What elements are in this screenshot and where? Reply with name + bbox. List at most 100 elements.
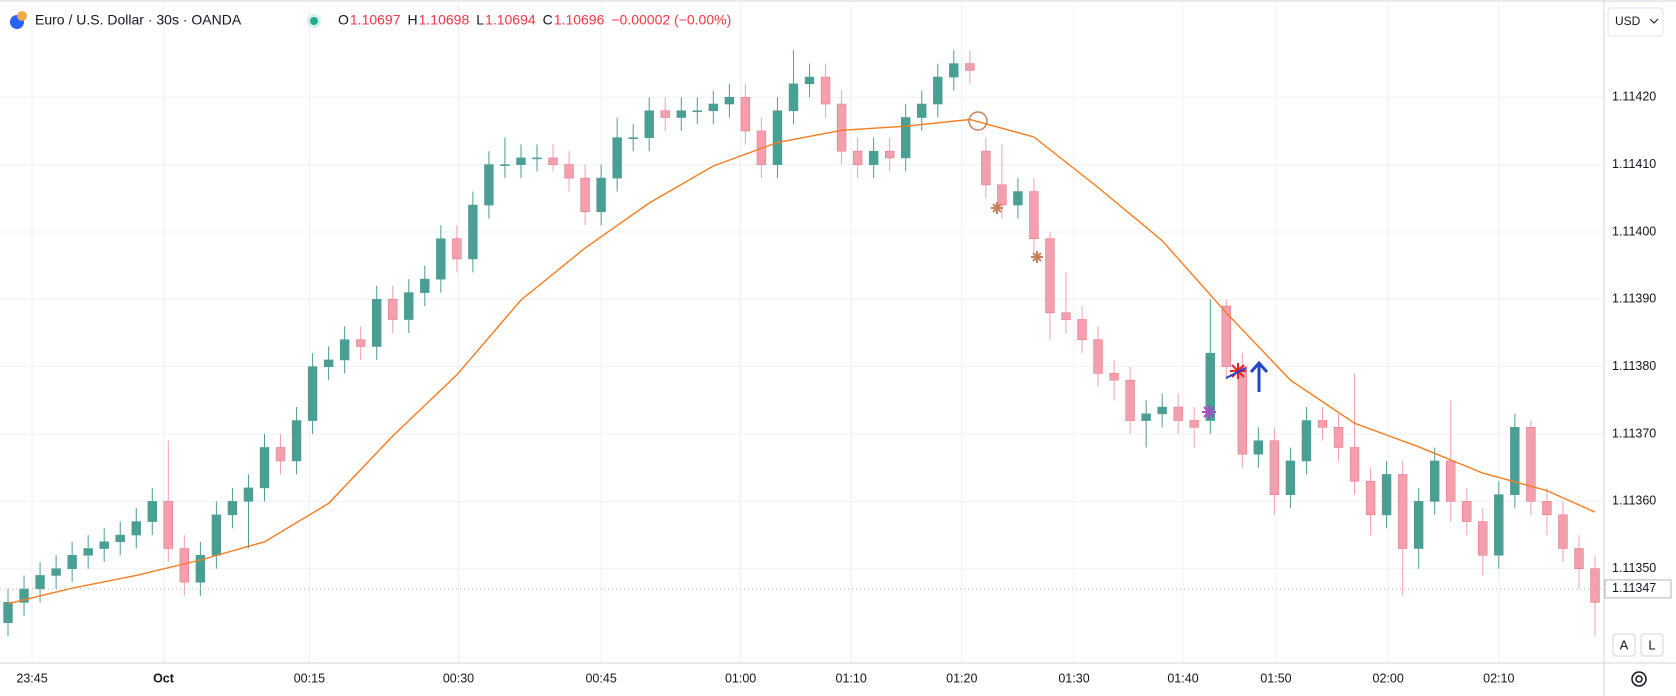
candle-body: [949, 63, 959, 78]
candle-body: [195, 554, 206, 583]
moving-average: [7, 118, 1596, 605]
candle-body: [1301, 420, 1312, 462]
candle-body: [1317, 420, 1328, 428]
last-price-label: 1.11347: [1612, 581, 1656, 595]
candle-body: [1349, 447, 1360, 482]
candle-body: [596, 177, 606, 213]
x-tick-label: Oct: [153, 671, 175, 685]
candle-body: [548, 157, 558, 165]
x-tick-label: 00:15: [294, 671, 325, 685]
candle-body: [1173, 406, 1183, 421]
candle-body: [1205, 352, 1215, 421]
candle-body: [1141, 413, 1151, 421]
x-tick-label: 01:40: [1167, 671, 1198, 685]
x-tick-label: 02:00: [1373, 671, 1404, 685]
legend-text: 1.10697: [350, 12, 401, 28]
candle-body: [740, 96, 751, 132]
legend-text: −0.00002 (−0.00%): [611, 12, 731, 28]
status-dot: [310, 17, 318, 25]
candle-body: [67, 554, 77, 570]
candle-body: [484, 164, 494, 206]
annotations: [968, 111, 1269, 419]
candle-body: [307, 366, 318, 421]
x-tick-label: 01:30: [1058, 671, 1089, 685]
candle-body: [1253, 440, 1264, 455]
candle-body: [115, 534, 125, 543]
x-tick-label: 01:50: [1260, 671, 1291, 685]
candle-body: [259, 447, 270, 489]
y-tick-label: 1.11350: [1612, 561, 1656, 575]
candle-body: [612, 137, 622, 179]
x-tick-label: 00:45: [585, 671, 616, 685]
candle-body: [900, 117, 911, 159]
candle-body: [83, 548, 93, 556]
arrow-up: [1249, 360, 1269, 392]
candle-body: [1093, 339, 1103, 374]
candle-body: [1574, 548, 1584, 570]
ohlc-legend: O 1.10697 H 1.10698 L 1.10694 C 1.10696 −0.00002…: [338, 12, 731, 28]
candle-body: [1029, 191, 1039, 240]
candle-body: [532, 157, 542, 160]
candle-body: [3, 602, 13, 623]
y-tick-label: 1.11360: [1612, 494, 1656, 508]
candle-body: [1542, 501, 1552, 516]
x-tick-label: 01:00: [725, 671, 756, 685]
candle-body: [708, 103, 719, 112]
candle-body: [323, 359, 334, 367]
log-scale-label: L: [1648, 637, 1655, 652]
candle-body: [516, 157, 526, 165]
legend-text: C: [543, 12, 553, 28]
candle-body: [660, 110, 670, 118]
candle-body: [676, 110, 686, 118]
candle-body: [35, 575, 45, 590]
candle-body: [1125, 379, 1135, 421]
candle-body: [1462, 501, 1472, 522]
auto-scale-button[interactable]: [1612, 633, 1636, 657]
y-tick-label: 1.11370: [1612, 426, 1656, 440]
candle-body: [1189, 420, 1199, 428]
log-scale-button[interactable]: [1640, 633, 1664, 657]
candle-body: [564, 164, 574, 179]
header: Euro / U.S. Dollar · 30s · OANDA O 1.1069…: [10, 11, 731, 29]
currency-button[interactable]: [1607, 7, 1664, 37]
candle-body: [388, 299, 398, 320]
candle-body: [1237, 366, 1248, 455]
grid: [0, 3, 1603, 663]
symbol-icon: [17, 11, 27, 21]
candle-body: [644, 110, 654, 138]
candle-body: [1494, 494, 1504, 556]
candle-body: [243, 487, 254, 502]
candle-body: [436, 238, 446, 280]
candle-body: [772, 110, 783, 165]
settings-icon[interactable]: [1631, 671, 1647, 687]
asterisk: [1031, 251, 1043, 263]
last-price-box: [1604, 579, 1672, 599]
candle-body: [1285, 460, 1296, 495]
axes: 1.11350 1.11360 1.11370 1.11380 1.11390 1.114…: [0, 90, 1672, 685]
candle-body: [1446, 460, 1456, 502]
asterisk: [991, 202, 1003, 214]
legend-text: H: [408, 12, 418, 28]
legend-text: 1.10698: [419, 12, 470, 28]
candle-body: [804, 76, 815, 85]
candle-body: [1061, 312, 1071, 320]
candle-body: [836, 103, 847, 152]
legend-text: O: [338, 12, 349, 28]
marks: [3, 50, 1600, 637]
currency-label: USD: [1615, 14, 1641, 28]
candle-body: [452, 238, 462, 260]
legend-text: L: [476, 12, 484, 28]
candle-body: [580, 177, 590, 213]
candle-body: [628, 137, 638, 139]
candle-body: [131, 521, 141, 536]
legend-text: 1.10694: [485, 12, 536, 28]
candle-body: [1109, 373, 1119, 381]
candle-body: [468, 204, 478, 260]
y-tick-label: 1.11400: [1612, 224, 1656, 238]
candle-body: [724, 96, 735, 105]
x-tick-label: 23:45: [16, 671, 47, 685]
candle-body: [884, 150, 895, 159]
candle-body: [211, 514, 222, 556]
y-tick-label: 1.11380: [1612, 359, 1656, 373]
